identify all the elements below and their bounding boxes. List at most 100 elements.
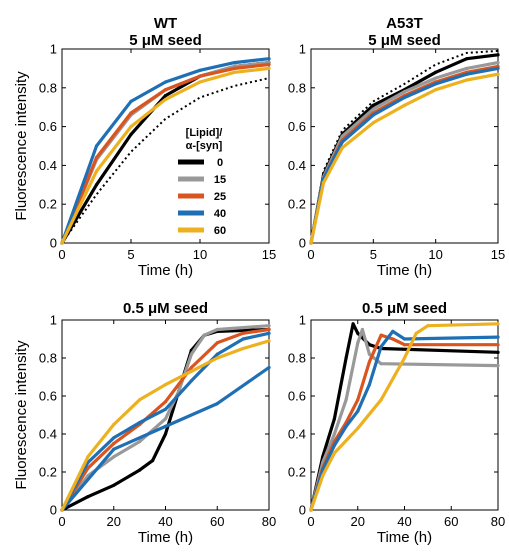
x-tick-label: 60	[210, 514, 224, 529]
data-point-60	[321, 181, 326, 185]
y-tick-label: 0.2	[39, 465, 57, 480]
y-tick-label: 0.6	[39, 389, 57, 404]
y-axis-label: Fluorescence intensity	[13, 340, 30, 490]
data-point-60	[60, 241, 64, 245]
y-tick-label: 0.8	[39, 351, 57, 366]
data-point-25	[198, 74, 202, 78]
data-point-25	[112, 441, 116, 446]
data-point-0	[150, 459, 155, 463]
x-axis-label: Time (h)	[138, 529, 193, 546]
data-point-40	[379, 345, 383, 349]
data-point-60	[267, 66, 271, 70]
y-tick-label: 0.8	[39, 80, 57, 95]
series-line-40	[309, 329, 500, 512]
panel-title: A53T	[386, 15, 423, 32]
data-point-40	[94, 144, 99, 148]
data-point-40	[215, 402, 219, 406]
data-point-40	[344, 424, 348, 428]
data-point-40	[163, 80, 168, 84]
data-point-0	[86, 495, 90, 499]
data-point-40	[367, 383, 372, 387]
x-tick-label: 20	[107, 514, 121, 529]
data-point-60	[496, 72, 500, 76]
data-point-25	[86, 466, 90, 470]
x-tick-label: 20	[351, 514, 365, 529]
series-line-40	[309, 66, 500, 245]
data-point-40	[198, 68, 202, 72]
data-point-40	[496, 335, 500, 339]
data-point-15	[402, 90, 407, 94]
x-tick-label: 5	[370, 247, 377, 262]
data-point-25	[402, 343, 407, 347]
data-point-25	[129, 111, 133, 115]
data-point-25	[356, 398, 360, 402]
data-point-25	[391, 337, 395, 341]
data-point-40	[391, 329, 395, 333]
data-point-40	[112, 436, 116, 440]
x-tick-label: 10	[193, 247, 207, 262]
data-point-25	[379, 333, 383, 337]
data-point-25	[232, 66, 237, 70]
x-axis-label: Time (h)	[138, 262, 193, 279]
data-point-15	[367, 352, 372, 356]
data-point-0	[129, 132, 133, 136]
data-point-60	[215, 356, 219, 360]
panel-title: WT	[154, 15, 177, 32]
data-point-15	[189, 352, 193, 356]
data-point-40	[267, 57, 271, 61]
x-tick-label: 0	[58, 514, 65, 529]
data-point-0	[138, 468, 142, 472]
y-tick-label: 0.6	[39, 119, 57, 134]
data-point-60	[241, 346, 245, 351]
data-point-40	[340, 140, 344, 144]
y-tick-label: 0.4	[288, 158, 306, 173]
data-point-0	[344, 356, 348, 360]
data-point-0	[112, 483, 116, 487]
data-point-40	[402, 95, 407, 100]
data-point-0	[163, 93, 168, 98]
legend-title: [Lipid]/	[186, 127, 223, 139]
data-point-25	[94, 156, 99, 160]
data-point-60	[232, 70, 237, 74]
y-tick-label: 0.8	[288, 351, 306, 366]
data-point-60	[332, 451, 336, 455]
data-point-0	[496, 350, 500, 354]
legend-label: 60	[214, 225, 226, 237]
data-point-60	[189, 369, 193, 373]
data-point-15	[344, 398, 348, 402]
y-tick-label: 0	[299, 503, 306, 518]
data-point-40	[163, 424, 168, 428]
replicate-line-0	[310, 49, 499, 244]
data-point-60	[163, 383, 168, 387]
data-point-60	[402, 356, 407, 360]
data-point-40	[332, 443, 336, 447]
data-point-40	[267, 365, 271, 370]
data-point-60	[402, 103, 407, 107]
y-tick-label: 0.6	[288, 389, 306, 404]
data-point-40	[232, 60, 237, 65]
plot-frame	[61, 48, 270, 244]
x-tick-label: 0	[307, 247, 314, 262]
data-point-40	[465, 72, 469, 76]
panel-subtitle: 5 μM seed	[368, 32, 441, 49]
x-tick-label: 0	[307, 514, 314, 529]
data-point-0	[356, 331, 360, 335]
x-tick-label: 0	[58, 247, 65, 262]
data-point-15	[202, 333, 206, 337]
data-point-60	[414, 331, 418, 335]
data-point-60	[309, 508, 313, 512]
data-point-60	[267, 339, 271, 343]
data-point-0	[351, 322, 355, 326]
x-tick-label: 80	[491, 514, 505, 529]
data-point-40	[129, 99, 133, 103]
y-tick-label: 0.8	[288, 80, 306, 95]
data-point-0	[434, 70, 438, 74]
data-point-15	[215, 327, 219, 332]
y-tick-label: 1	[50, 42, 57, 57]
x-tick-label: 60	[444, 514, 458, 529]
y-tick-label: 0	[50, 503, 57, 518]
data-point-60	[86, 455, 90, 459]
y-tick-label: 0.4	[288, 427, 306, 442]
